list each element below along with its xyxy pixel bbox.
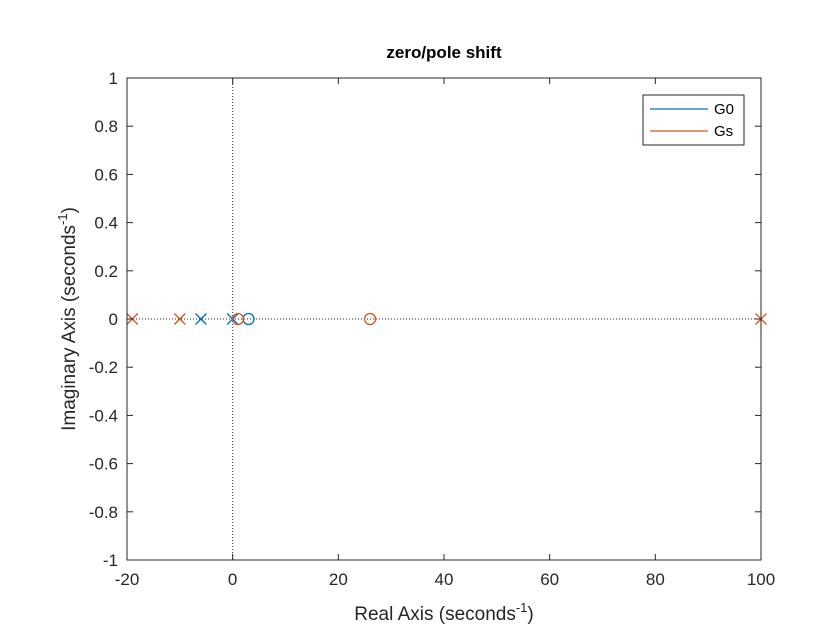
pole-marker (195, 313, 207, 325)
x-tick-label: 0 (228, 570, 237, 589)
y-axis-label-tail: ) (59, 207, 80, 213)
legend-label: Gs (714, 123, 733, 140)
y-tick-label: 0.4 (94, 214, 118, 233)
y-tick-label: 0.8 (94, 117, 118, 136)
y-tick-label: -1 (103, 551, 118, 570)
pole-marker (173, 313, 186, 325)
chart-title: zero/pole shift (386, 43, 502, 62)
x-tick-label: 40 (435, 570, 454, 589)
legend: G0 Gs (642, 94, 745, 146)
x-tick-label: 80 (646, 570, 665, 589)
y-axis-label-sup: -1 (55, 213, 70, 225)
y-tick-label: -0.6 (89, 455, 118, 474)
zero-marker (363, 312, 377, 326)
x-tick-label: 100 (747, 570, 775, 589)
zero-marker (231, 312, 245, 326)
y-tick-label: 0 (109, 310, 118, 329)
y-axis-ticks: -1 -0.8 -0.6 -0.4 -0.2 0 0.2 0.4 0.6 0.8 1 (89, 69, 761, 570)
x-axis-ticks: -20 0 20 40 60 80 100 (115, 78, 775, 589)
x-tick-label: 60 (540, 570, 559, 589)
y-tick-label: -0.4 (89, 406, 118, 425)
x-tick-label: -20 (115, 570, 140, 589)
y-tick-label: 0.2 (94, 262, 118, 281)
y-tick-label: -0.2 (89, 358, 118, 377)
plot-area (127, 78, 761, 560)
y-axis-label: Imaginary Axis (seconds-1) (55, 207, 80, 431)
x-axis-label: Real Axis (seconds-1) (354, 600, 533, 625)
legend-label: G0 (714, 101, 734, 118)
legend-box (642, 94, 745, 146)
data-markers (126, 312, 767, 326)
y-tick-label: -0.8 (89, 503, 118, 522)
y-tick-label: 1 (109, 69, 118, 88)
x-axis-label-tail: ) (527, 604, 533, 625)
x-axis-label-sup: -1 (516, 600, 528, 615)
y-tick-label: 0.6 (94, 165, 118, 184)
x-tick-label: 20 (329, 570, 348, 589)
